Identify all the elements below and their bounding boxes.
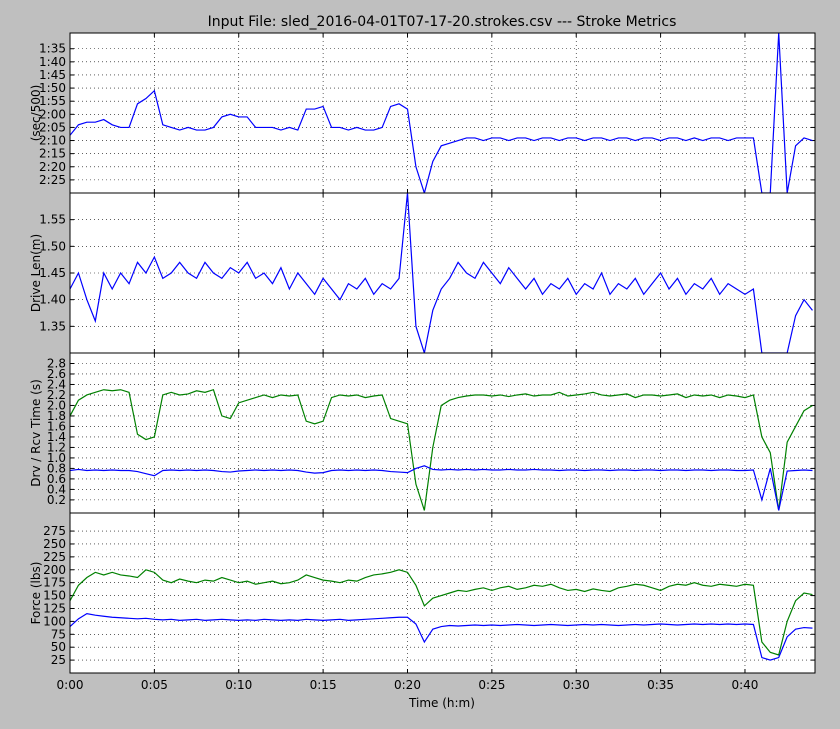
x-tick-label: 0:30 [563,678,590,692]
series-line [70,388,813,511]
series-line [70,613,813,661]
panel-background [70,33,815,193]
y-tick-label: 2.6 [47,367,66,381]
panel-background [70,353,815,513]
y-tick-label: 0.6 [47,472,66,486]
y-tick-label: 125 [43,601,66,615]
x-tick-label: 0:20 [394,678,421,692]
x-tick-label: 0:40 [731,678,758,692]
y-tick-label: 1.2 [47,440,66,454]
y-axis-label: Force (lbs) [29,562,43,625]
y-tick-label: 2.4 [47,377,66,391]
y-tick-label: 0.2 [47,493,66,507]
y-tick-label: 75 [51,627,66,641]
y-tick-label: 1:40 [39,55,66,69]
y-tick-label: 1.55 [39,213,66,227]
y-tick-label: 1:35 [39,42,66,56]
y-axis-label: (sec/500) [29,85,43,142]
y-tick-label: 1.4 [47,430,66,444]
y-tick-label: 1.50 [39,239,66,253]
y-tick-label: 2:00 [39,107,66,121]
y-tick-label: 2.8 [47,356,66,370]
y-tick-label: 250 [43,537,66,551]
y-tick-label: 1:55 [39,94,66,108]
y-tick-label: 150 [43,589,66,603]
plot-area [70,388,813,511]
y-tick-label: 1.0 [47,451,66,465]
y-tick-label: 1.8 [47,409,66,423]
y-tick-label: 2:20 [39,160,66,174]
y-tick-label: 1:45 [39,68,66,82]
plot-area [70,33,813,193]
series-line [70,465,813,511]
y-tick-label: 1.6 [47,419,66,433]
chart-title: Input File: sled_2016-04-01T07-17-20.str… [208,14,677,30]
y-tick-label: 25 [51,653,66,667]
x-tick-label: 0:05 [141,678,168,692]
x-tick-label: 0:15 [310,678,337,692]
panel-frame [69,512,816,674]
series-line [70,193,813,353]
y-tick-label: 175 [43,576,66,590]
y-tick-label: 2:05 [39,120,66,134]
y-axis-label: Drive Len(m) [29,234,43,312]
y-tick-label: 100 [43,614,66,628]
y-tick-label: 0.8 [47,461,66,475]
y-tick-label: 1.35 [39,319,66,333]
y-tick-label: 1.40 [39,293,66,307]
y-tick-label: 2:10 [39,134,66,148]
x-axis-label: Time (h:m) [408,696,475,710]
y-tick-label: 1:50 [39,81,66,95]
x-tick-label: 0:10 [225,678,252,692]
y-tick-label: 0.4 [47,482,66,496]
y-tick-label: 275 [43,524,66,538]
y-tick-label: 200 [43,563,66,577]
y-tick-label: 2.2 [47,388,66,402]
y-tick-label: 50 [51,640,66,654]
x-tick-label: 0:00 [57,678,84,692]
plot-area [70,193,813,353]
plot-area [70,569,813,661]
y-tick-label: 1.45 [39,266,66,280]
series-line [70,33,813,193]
y-tick-label: 2:25 [39,173,66,187]
y-tick-label: 225 [43,550,66,564]
y-tick-label: 2.0 [47,398,66,412]
x-tick-label: 0:25 [478,678,505,692]
x-tick-label: 0:35 [647,678,674,692]
y-tick-label: 2:15 [39,147,66,161]
y-axis-label: Drv / Rcv Time (s) [29,379,43,487]
series-line [70,569,813,656]
panel-background [70,513,815,673]
